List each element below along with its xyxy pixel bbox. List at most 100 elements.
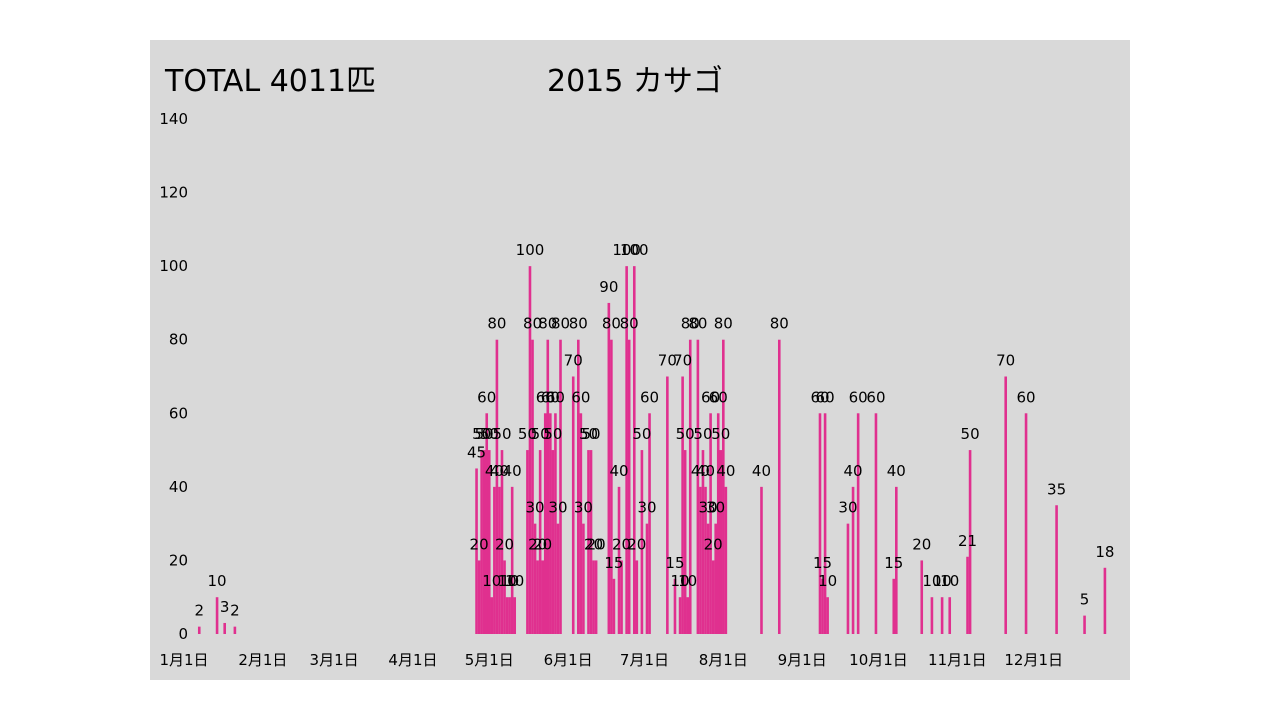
bar xyxy=(686,597,689,634)
bar xyxy=(683,450,687,634)
x-tick-label: 4月1日 xyxy=(388,651,437,669)
bar-value-label: 80 xyxy=(681,315,700,333)
bar xyxy=(531,339,534,634)
bar-value-label: 30 xyxy=(706,499,725,517)
bar xyxy=(1083,615,1086,634)
bar xyxy=(892,578,896,634)
bar-value-label: 10 xyxy=(922,572,941,590)
bar-value-label: 80 xyxy=(714,315,733,333)
bar-value-label: 70 xyxy=(996,352,1015,370)
bar xyxy=(493,486,496,634)
bar xyxy=(688,339,692,634)
bar xyxy=(940,597,944,634)
bar-value-label: 80 xyxy=(538,315,557,333)
bar xyxy=(233,626,237,634)
bar-value-label: 10 xyxy=(208,572,227,590)
total-count-label: TOTAL 4011匹 xyxy=(165,64,377,99)
bar xyxy=(620,560,623,634)
bar xyxy=(538,450,542,634)
bar xyxy=(528,266,532,634)
bar xyxy=(627,339,631,634)
bar xyxy=(533,523,537,634)
bar-value-label: 60 xyxy=(546,388,565,406)
bar xyxy=(632,266,636,634)
bar-value-label: 50 xyxy=(480,425,499,443)
bar-value-label: 50 xyxy=(531,425,550,443)
bar xyxy=(546,339,550,634)
bar-value-label: 20 xyxy=(912,535,931,553)
bar-value-label: 40 xyxy=(752,462,771,480)
bar-value-label: 40 xyxy=(716,462,735,480)
bar xyxy=(930,597,934,634)
bar-value-label: 20 xyxy=(533,535,552,553)
bar xyxy=(714,523,717,634)
bar xyxy=(846,523,850,634)
bar xyxy=(823,413,827,634)
bar-value-label: 10 xyxy=(678,572,697,590)
bar-value-label: 80 xyxy=(523,315,542,333)
y-tick-label: 60 xyxy=(169,404,188,422)
bar-value-label: 80 xyxy=(551,315,570,333)
bar-value-label: 5 xyxy=(1080,591,1090,609)
bar-value-label: 10 xyxy=(818,572,837,590)
bar-value-label: 35 xyxy=(1047,480,1066,498)
bar-value-label: 70 xyxy=(673,352,692,370)
bar-value-label: 60 xyxy=(701,388,720,406)
bar xyxy=(482,450,486,634)
bar-value-label: 60 xyxy=(640,388,659,406)
bar-value-label: 50 xyxy=(492,425,511,443)
bar-value-label: 50 xyxy=(961,425,980,443)
bar xyxy=(851,486,855,634)
bar xyxy=(701,450,705,634)
bar xyxy=(536,560,539,634)
bar-value-label: 80 xyxy=(688,315,707,333)
x-tick-label: 10月1日 xyxy=(849,651,908,669)
bar-value-label: 30 xyxy=(574,499,593,517)
bar xyxy=(554,413,557,634)
bar xyxy=(498,486,501,634)
x-tick-label: 9月1日 xyxy=(778,651,827,669)
bar xyxy=(966,556,969,634)
bar-value-label: 20 xyxy=(627,535,646,553)
bar xyxy=(706,523,710,634)
bar-value-label: 10 xyxy=(933,572,952,590)
bar xyxy=(716,413,720,634)
bar-value-label: 60 xyxy=(849,388,868,406)
bar-value-label: 40 xyxy=(691,462,710,480)
y-tick-label: 40 xyxy=(169,478,188,496)
bar xyxy=(513,597,517,634)
bar xyxy=(485,413,489,634)
x-tick-label: 5月1日 xyxy=(465,651,514,669)
bar-value-label: 80 xyxy=(487,315,506,333)
bar-value-label: 80 xyxy=(602,315,621,333)
bar-value-label: 15 xyxy=(813,554,832,572)
bar xyxy=(704,486,707,634)
bar xyxy=(874,413,878,634)
bar xyxy=(1004,376,1007,634)
bar xyxy=(818,413,822,634)
bar xyxy=(666,376,669,634)
bar-value-label: 60 xyxy=(810,388,829,406)
y-axis-ticks: 0 20 40 60 80 100 120 140 xyxy=(159,110,188,643)
bar-value-label: 40 xyxy=(844,462,863,480)
bar xyxy=(477,560,481,634)
bar xyxy=(508,597,511,634)
bar xyxy=(648,413,651,634)
bar-value-label: 50 xyxy=(711,425,730,443)
bar-value-label: 20 xyxy=(704,535,723,553)
bar-value-label: 20 xyxy=(587,535,606,553)
bar-value-label: 60 xyxy=(866,388,885,406)
bar-value-label: 100 xyxy=(612,241,641,259)
bar-value-label: 50 xyxy=(632,425,651,443)
bar-value-label: 80 xyxy=(569,315,588,333)
bar-value-label: 2 xyxy=(230,602,240,620)
bar-value-label: 10 xyxy=(498,572,517,590)
bar-value-label: 50 xyxy=(475,425,494,443)
bar-value-label: 60 xyxy=(536,388,555,406)
bar-value-label: 20 xyxy=(495,535,514,553)
bar xyxy=(681,376,684,634)
bar-value-label: 21 xyxy=(958,532,977,550)
bar-value-label: 50 xyxy=(518,425,537,443)
bar-value-label: 80 xyxy=(770,315,789,333)
bar-value-label: 40 xyxy=(503,462,522,480)
